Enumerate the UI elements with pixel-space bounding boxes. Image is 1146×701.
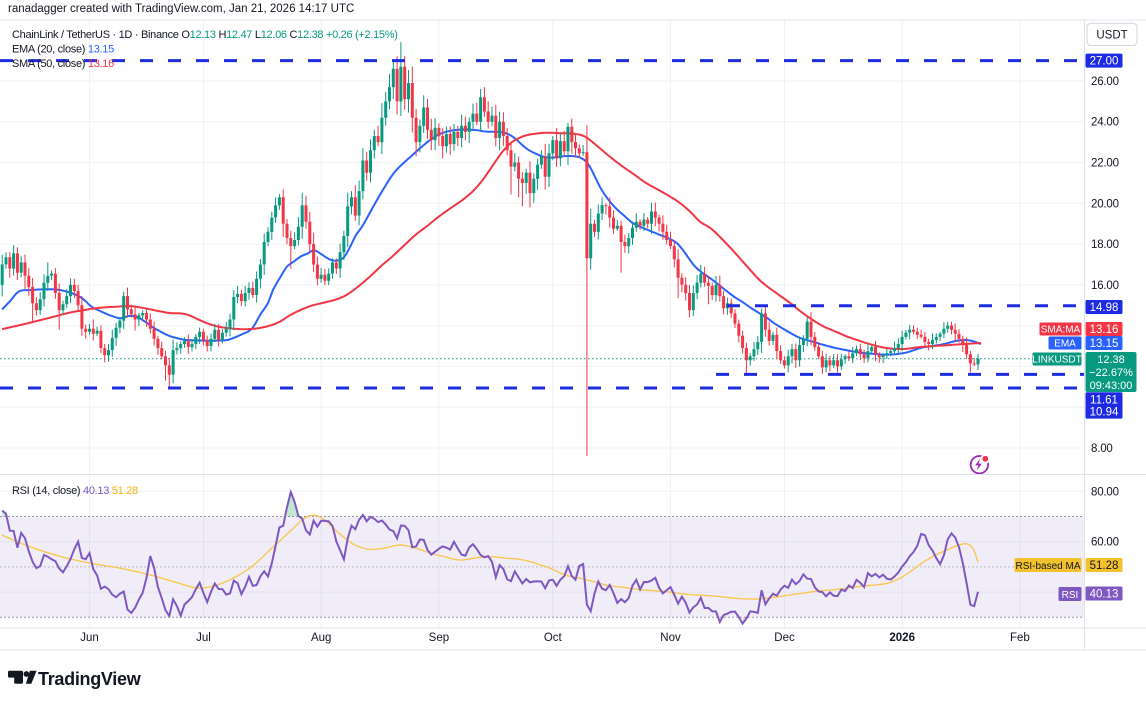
svg-text:14.98: 14.98 bbox=[1090, 302, 1119, 314]
svg-text:SMA (50, close) 13.16: SMA (50, close) 13.16 bbox=[12, 58, 114, 70]
svg-text:Nov: Nov bbox=[660, 632, 681, 644]
svg-text:2026: 2026 bbox=[889, 632, 915, 644]
svg-text:Jul: Jul bbox=[196, 632, 211, 644]
svg-text:80.00: 80.00 bbox=[1091, 486, 1119, 498]
svg-text:SMA:MA: SMA:MA bbox=[1041, 325, 1081, 336]
svg-text:16.00: 16.00 bbox=[1091, 280, 1119, 292]
svg-text:24.00: 24.00 bbox=[1091, 117, 1119, 129]
svg-text:20.00: 20.00 bbox=[1091, 198, 1119, 210]
svg-text:−22.67%: −22.67% bbox=[1089, 367, 1133, 379]
svg-text:Sep: Sep bbox=[429, 632, 449, 644]
svg-text:TradingView: TradingView bbox=[38, 669, 142, 689]
svg-text:8.00: 8.00 bbox=[1091, 443, 1113, 455]
svg-text:18.00: 18.00 bbox=[1091, 239, 1119, 251]
svg-text:26.00: 26.00 bbox=[1091, 76, 1119, 88]
svg-text:EMA: EMA bbox=[1054, 339, 1076, 350]
svg-text:Feb: Feb bbox=[1010, 632, 1030, 644]
svg-text:60.00: 60.00 bbox=[1091, 537, 1119, 549]
svg-text:EMA (20, close) 13.15: EMA (20, close) 13.15 bbox=[12, 44, 114, 56]
svg-text:Oct: Oct bbox=[544, 632, 563, 644]
svg-text:Dec: Dec bbox=[774, 632, 795, 644]
svg-text:Aug: Aug bbox=[311, 632, 331, 644]
svg-text:RSI: RSI bbox=[1062, 590, 1079, 601]
svg-text:RSI-based MA: RSI-based MA bbox=[1015, 561, 1080, 572]
svg-text:09:43:00: 09:43:00 bbox=[1090, 380, 1133, 392]
svg-text:10.94: 10.94 bbox=[1090, 407, 1119, 419]
svg-text:LINKUSDT: LINKUSDT bbox=[1032, 355, 1081, 366]
svg-text:12.38: 12.38 bbox=[1097, 354, 1125, 366]
svg-text:ChainLink / TetherUS · 1D · Bi: ChainLink / TetherUS · 1D · Binance O12.… bbox=[12, 29, 398, 41]
svg-text:ranadagger created with Tradin: ranadagger created with TradingView.com,… bbox=[8, 3, 354, 15]
svg-text:RSI (14, close) 40.13 51.28: RSI (14, close) 40.13 51.28 bbox=[12, 485, 138, 497]
svg-text:22.00: 22.00 bbox=[1091, 158, 1119, 170]
svg-text:USDT: USDT bbox=[1096, 30, 1127, 42]
svg-text:Jun: Jun bbox=[80, 632, 99, 644]
svg-text:51.28: 51.28 bbox=[1090, 560, 1119, 572]
svg-text:13.16: 13.16 bbox=[1090, 324, 1119, 336]
svg-text:40.13: 40.13 bbox=[1090, 589, 1119, 601]
svg-text:27.00: 27.00 bbox=[1090, 56, 1119, 68]
svg-text:11.61: 11.61 bbox=[1090, 394, 1118, 406]
svg-text:13.15: 13.15 bbox=[1090, 338, 1119, 350]
